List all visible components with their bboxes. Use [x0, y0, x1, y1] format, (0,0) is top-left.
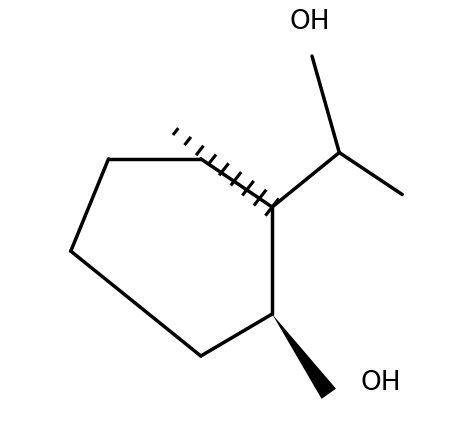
Text: OH: OH: [359, 370, 400, 396]
Polygon shape: [272, 314, 335, 399]
Text: OH: OH: [289, 9, 330, 35]
